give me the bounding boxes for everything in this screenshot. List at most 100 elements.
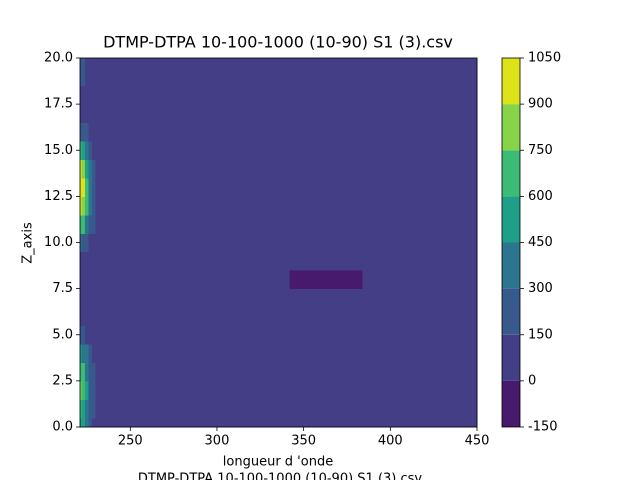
contour-cell <box>88 159 93 179</box>
x-tick-label: 250 <box>118 434 143 449</box>
contour-cell <box>88 417 93 428</box>
contour-cell <box>362 104 421 124</box>
contour-cell <box>362 417 421 428</box>
contour-cell <box>95 58 102 68</box>
contour-cell <box>420 159 478 179</box>
contour-cell <box>92 85 97 105</box>
contour-cell <box>420 177 478 197</box>
contour-cell <box>81 270 86 290</box>
contour-cell <box>81 325 86 345</box>
contour-cell <box>362 380 421 400</box>
colorbar-band <box>502 58 520 105</box>
contour-cell <box>160 104 290 124</box>
contour-cell <box>92 251 97 271</box>
contour-cell <box>81 141 86 160</box>
contour-cell <box>289 380 364 400</box>
contour-cell <box>88 214 93 234</box>
colorbar-tick-label: 0 <box>528 373 536 388</box>
contour-cell <box>100 85 162 105</box>
contour-cell <box>88 141 93 160</box>
contour-cell <box>80 380 83 400</box>
contour-cell <box>100 159 162 179</box>
contour-cell <box>88 177 93 197</box>
contour-cell <box>420 214 478 234</box>
contour-cell <box>85 380 90 400</box>
contour-cell <box>80 196 83 216</box>
contour-cell <box>100 399 162 419</box>
chart-title: DTMP-DTPA 10-100-1000 (10-90) S1 (3).csv <box>103 33 453 52</box>
colorbar-tick-label: 750 <box>528 143 553 158</box>
contour-cell <box>85 307 90 327</box>
contour-cell <box>95 380 102 400</box>
contour-cell <box>80 214 83 234</box>
y-axis-label: Z_axis <box>21 222 36 264</box>
contour-cell <box>81 343 86 363</box>
contour-cell <box>160 270 290 290</box>
contour-cell <box>95 417 102 428</box>
contour-cell <box>362 233 421 253</box>
contour-cell <box>88 307 93 327</box>
contour-cell <box>85 233 90 253</box>
contour-cell <box>420 196 478 216</box>
contour-cell <box>420 307 478 327</box>
contour-cell <box>88 58 93 68</box>
y-tick-label: 20.0 <box>44 51 73 66</box>
contour-cell <box>95 214 102 234</box>
contour-cell <box>289 233 364 253</box>
x-tick-label: 450 <box>465 434 490 449</box>
contour-cell <box>92 58 97 68</box>
contour-cell <box>80 362 83 382</box>
contour-cell <box>92 270 97 290</box>
contour-cell <box>92 214 97 234</box>
contour-cell <box>362 67 421 87</box>
contour-cell <box>420 399 478 419</box>
contour-cell <box>420 58 478 68</box>
contour-cell <box>420 325 478 345</box>
contour-cell <box>420 288 478 308</box>
contour-cell <box>362 307 421 327</box>
contour-cell <box>95 362 102 382</box>
contour-cell <box>420 251 478 271</box>
contour-cell <box>160 58 290 68</box>
contour-cell <box>81 233 86 253</box>
y-tick-label: 7.5 <box>52 281 73 296</box>
contour-cell <box>92 288 97 308</box>
contour-cell <box>81 362 86 382</box>
contour-cell <box>80 251 83 271</box>
contour-cell <box>81 288 86 308</box>
contour-cell <box>362 399 421 419</box>
contour-cell <box>100 196 162 216</box>
contour-cell <box>95 399 102 419</box>
contour-cell <box>160 214 290 234</box>
colorbar-band <box>502 242 520 289</box>
contour-cell <box>100 288 162 308</box>
contour-cell <box>88 362 93 382</box>
contour-cell <box>95 122 102 142</box>
contour-cell <box>85 325 90 345</box>
contour-cell <box>85 270 90 290</box>
contour-cell <box>95 251 102 271</box>
contour-cell <box>420 122 478 142</box>
contour-cell <box>362 58 421 68</box>
colorbar-band <box>502 104 520 151</box>
contour-cell <box>85 362 90 382</box>
contour-cell <box>95 288 102 308</box>
contour-cell <box>80 325 83 345</box>
contour-cell <box>80 159 83 179</box>
contour-cell <box>100 67 162 87</box>
contour-cell <box>362 177 421 197</box>
contour-cell <box>81 177 86 197</box>
contour-cell <box>85 159 90 179</box>
contour-cell <box>100 343 162 363</box>
contour-cell <box>100 307 162 327</box>
contour-cell <box>80 58 83 68</box>
x-tick-label: 350 <box>291 434 316 449</box>
contour-cell <box>88 399 93 419</box>
colorbar-tick-label: 150 <box>528 327 553 342</box>
contour-cell <box>420 67 478 87</box>
contour-cell <box>80 288 83 308</box>
contour-cell <box>420 417 478 428</box>
contour-cell <box>80 399 83 419</box>
contour-cell <box>420 270 478 290</box>
contour-cell <box>289 343 364 363</box>
